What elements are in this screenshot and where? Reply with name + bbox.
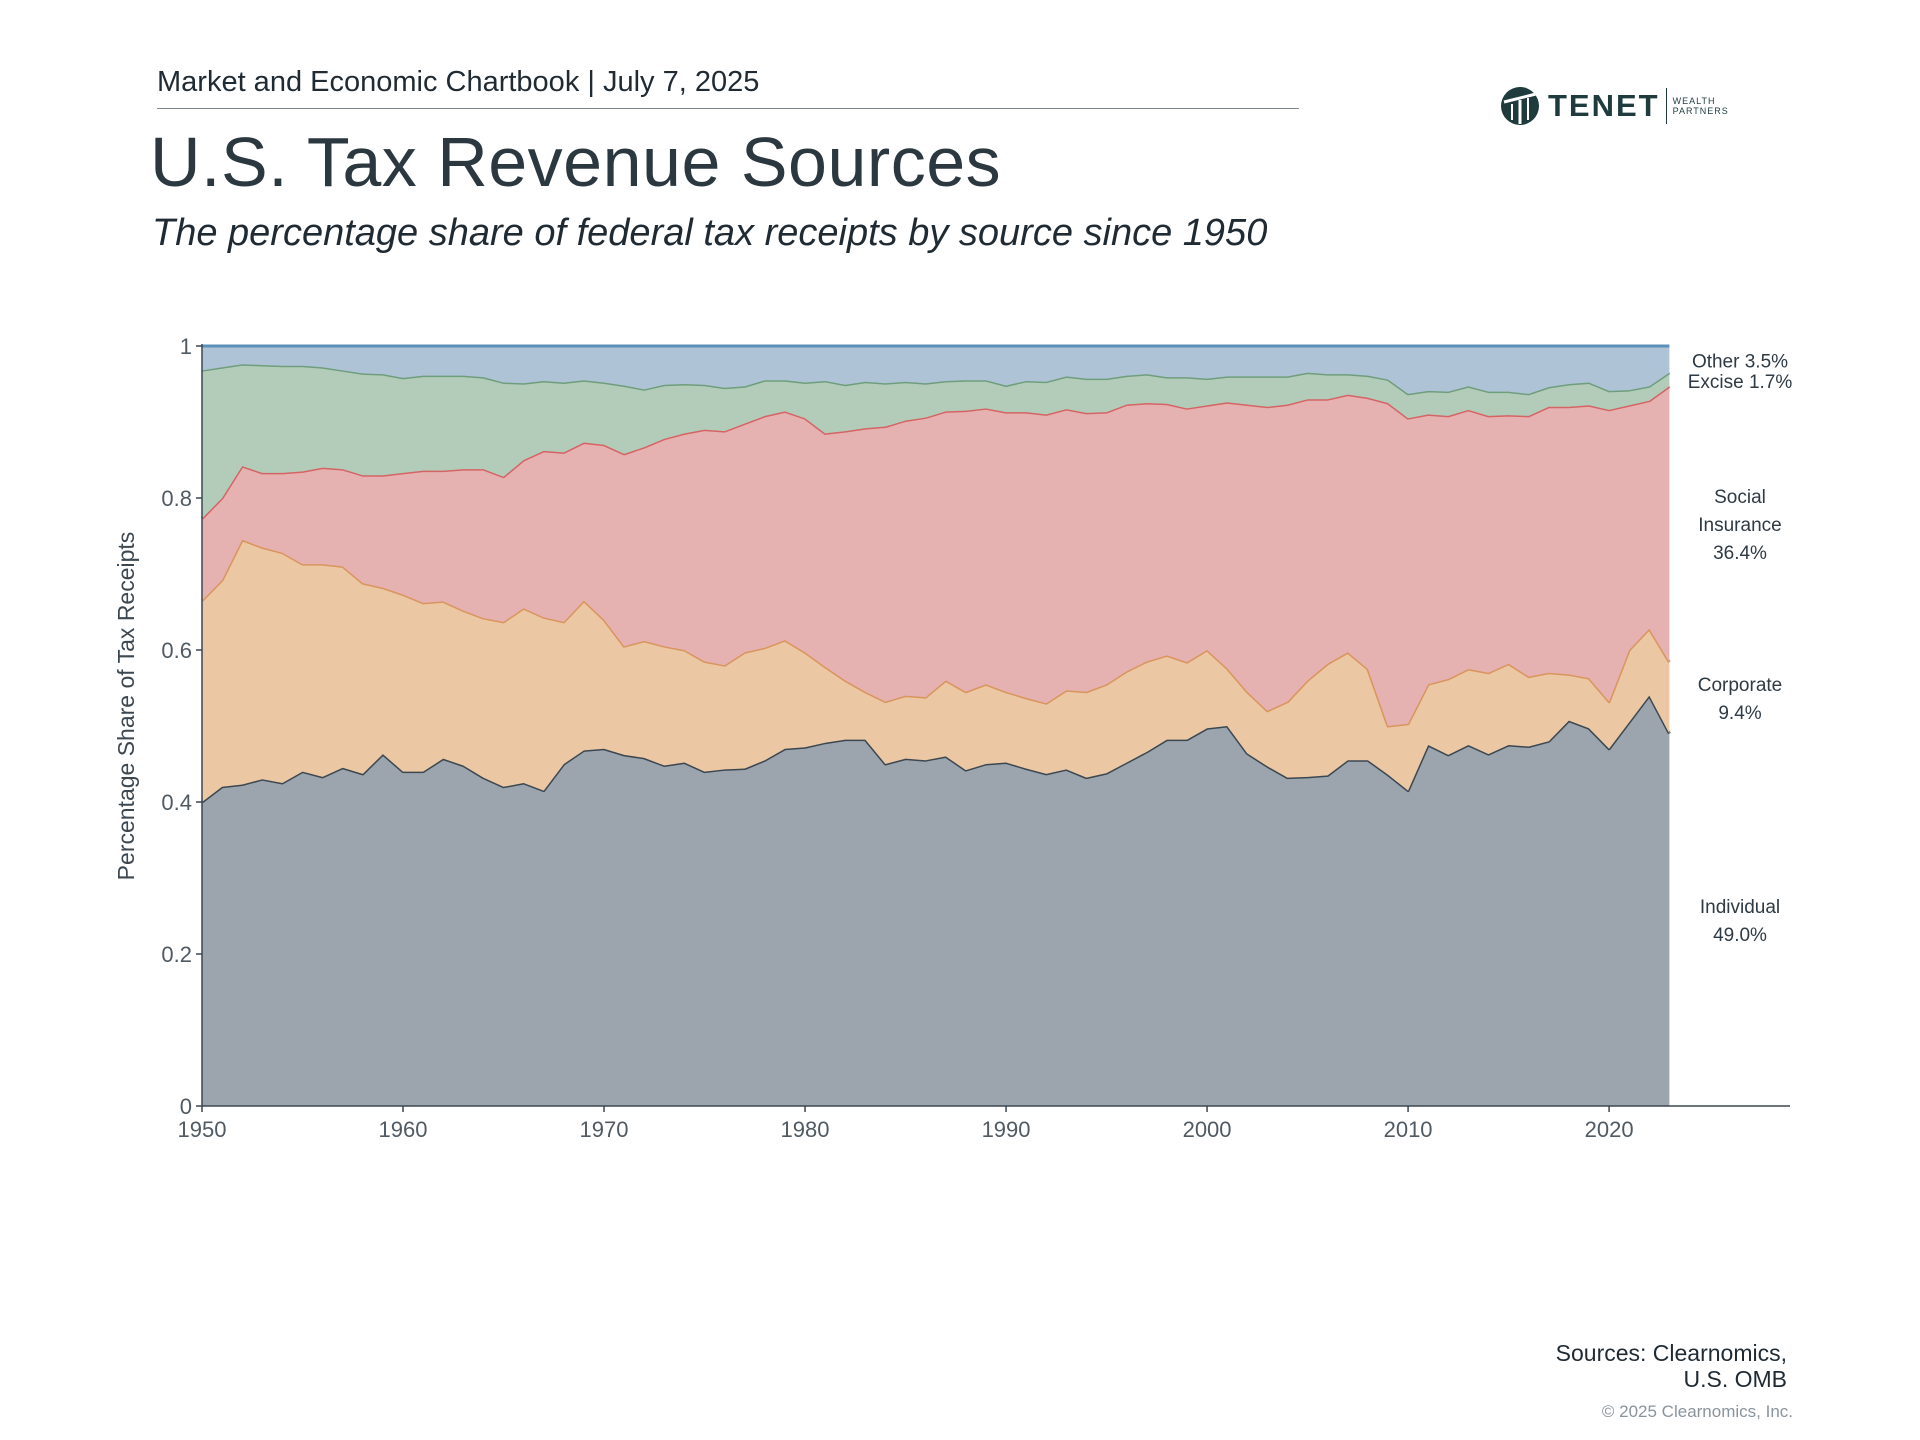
chartbook-header: Market and Economic Chartbook | July 7, … bbox=[157, 66, 760, 98]
y-axis-label: Percentage Share of Tax Receipts bbox=[113, 532, 139, 881]
tenet-logo-icon bbox=[1501, 87, 1539, 125]
y-tick-label: 0.4 bbox=[161, 790, 192, 815]
sources-note: Sources: Clearnomics, U.S. OMB bbox=[1556, 1340, 1787, 1392]
copyright: © 2025 Clearnomics, Inc. bbox=[1601, 1402, 1793, 1421]
header-divider bbox=[157, 108, 1299, 109]
page-title: U.S. Tax Revenue Sources bbox=[150, 123, 1002, 201]
y-tick-label: 1 bbox=[180, 334, 192, 359]
area-individual bbox=[202, 695, 1670, 1106]
series-label-corporate: 9.4% bbox=[1718, 703, 1761, 724]
logo-sub-partners: PARTNERS bbox=[1672, 106, 1729, 116]
series-label-individual: Individual bbox=[1700, 897, 1780, 918]
series-label-social-insurance: Social bbox=[1714, 487, 1766, 508]
logo-wordmark: TENET bbox=[1548, 88, 1660, 123]
line-individual bbox=[201, 694, 1671, 804]
area-other bbox=[202, 346, 1670, 394]
x-tick-label: 2020 bbox=[1585, 1117, 1634, 1142]
page-subtitle: The percentage share of federal tax rece… bbox=[152, 212, 1268, 254]
tenet-logo: TENET WEALTH PARTNERS bbox=[1500, 86, 1729, 126]
x-tick-label: 1980 bbox=[781, 1117, 830, 1142]
logo-sub-wealth: WEALTH bbox=[1672, 96, 1716, 106]
y-tick-label: 0.2 bbox=[161, 942, 192, 967]
y-tick-label: 0.6 bbox=[161, 638, 192, 663]
sources-line-2: U.S. OMB bbox=[1683, 1366, 1787, 1392]
series-label-corporate: Corporate bbox=[1698, 675, 1783, 696]
logo-subtext: WEALTH PARTNERS bbox=[1673, 96, 1729, 116]
area-social-insurance bbox=[202, 386, 1670, 726]
series-label-individual: 49.0% bbox=[1713, 925, 1767, 946]
x-tick-label: 2010 bbox=[1384, 1117, 1433, 1142]
x-tick-label: 1990 bbox=[982, 1117, 1031, 1142]
x-tick-label: 1970 bbox=[580, 1117, 629, 1142]
logo-separator bbox=[1665, 88, 1667, 124]
series-label-social-insurance: 36.4% bbox=[1713, 543, 1767, 564]
series-label-social-insurance: Insurance bbox=[1698, 515, 1781, 536]
area-corporate bbox=[202, 539, 1670, 802]
y-tick-label: 0.8 bbox=[161, 486, 192, 511]
x-tick-label: 2000 bbox=[1183, 1117, 1232, 1142]
sources-line-1: Sources: Clearnomics, bbox=[1555, 1340, 1787, 1366]
series-label-other: Other 3.5% bbox=[1692, 352, 1788, 373]
y-tick-label: 0 bbox=[180, 1094, 192, 1119]
line-corporate bbox=[200, 538, 1671, 728]
x-tick-label: 1950 bbox=[178, 1117, 227, 1142]
area-excise bbox=[202, 364, 1670, 519]
series-label-excise: Excise 1.7% bbox=[1688, 372, 1793, 393]
x-tick-label: 1960 bbox=[379, 1117, 428, 1142]
